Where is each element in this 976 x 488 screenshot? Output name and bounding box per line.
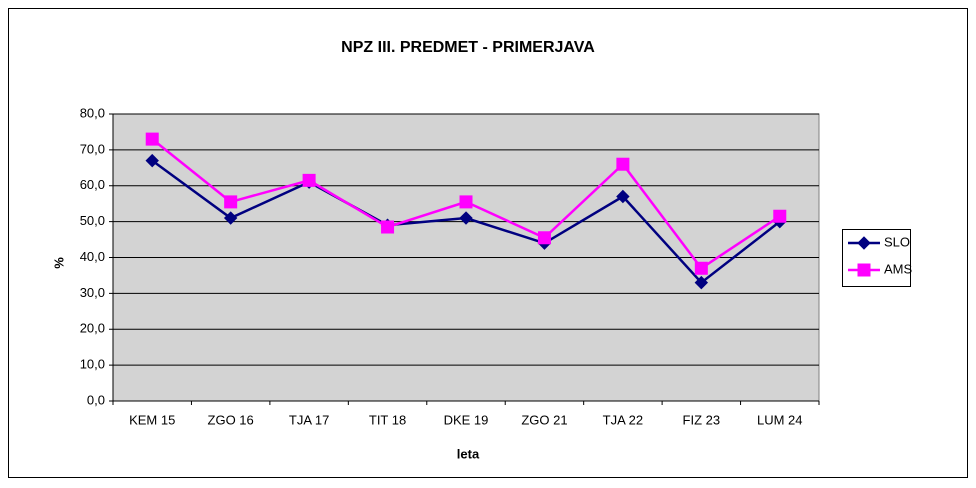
chart-title: NPZ III. PREDMET - PRIMERJAVA <box>341 39 595 56</box>
x-tick-label: TJA 17 <box>289 412 329 427</box>
y-tick-label: 20,0 <box>80 321 105 336</box>
y-axis-label: % <box>51 257 66 269</box>
data-point <box>694 261 708 275</box>
x-axis-label: leta <box>457 446 480 461</box>
x-tick-label: FIZ 23 <box>683 412 721 427</box>
data-point <box>773 209 787 223</box>
y-tick-label: 80,0 <box>80 105 105 120</box>
y-tick-label: 40,0 <box>80 249 105 264</box>
x-tick-label: TJA 22 <box>603 412 643 427</box>
data-point <box>616 189 630 204</box>
data-point <box>459 211 473 225</box>
data-point <box>223 211 238 225</box>
legend-marker <box>857 236 871 250</box>
x-tick-label: DKE 19 <box>444 412 489 427</box>
x-tick-label: ZGO 16 <box>208 412 254 427</box>
x-tick-label: ZGO 21 <box>521 412 567 427</box>
y-tick-label: 10,0 <box>80 357 105 372</box>
data-point <box>459 195 473 209</box>
data-point <box>694 275 709 290</box>
data-point <box>381 220 395 234</box>
data-point <box>224 195 238 209</box>
y-tick-label: 30,0 <box>80 285 105 300</box>
legend-box <box>842 229 911 287</box>
data-point <box>302 173 316 187</box>
y-tick-label: 60,0 <box>80 177 105 192</box>
legend-label: AMS <box>884 261 913 276</box>
x-tick-label: KEM 15 <box>129 412 175 427</box>
legend-label: SLO <box>884 234 910 249</box>
y-tick-label: 0,0 <box>87 392 105 407</box>
data-point <box>616 157 630 171</box>
x-tick-label: LUM 24 <box>757 412 803 427</box>
y-tick-label: 70,0 <box>80 141 105 156</box>
data-point <box>537 231 551 245</box>
y-tick-label: 50,0 <box>80 213 105 228</box>
x-tick-label: TIT 18 <box>369 412 406 427</box>
data-point <box>145 132 159 146</box>
data-point <box>145 153 159 168</box>
legend-marker <box>857 263 871 277</box>
